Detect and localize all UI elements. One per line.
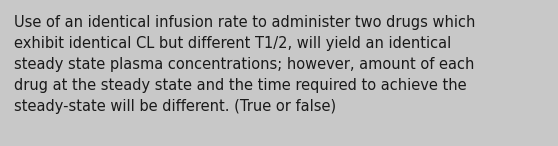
Text: Use of an identical infusion rate to administer two drugs which
exhibit identica: Use of an identical infusion rate to adm… xyxy=(14,15,475,114)
